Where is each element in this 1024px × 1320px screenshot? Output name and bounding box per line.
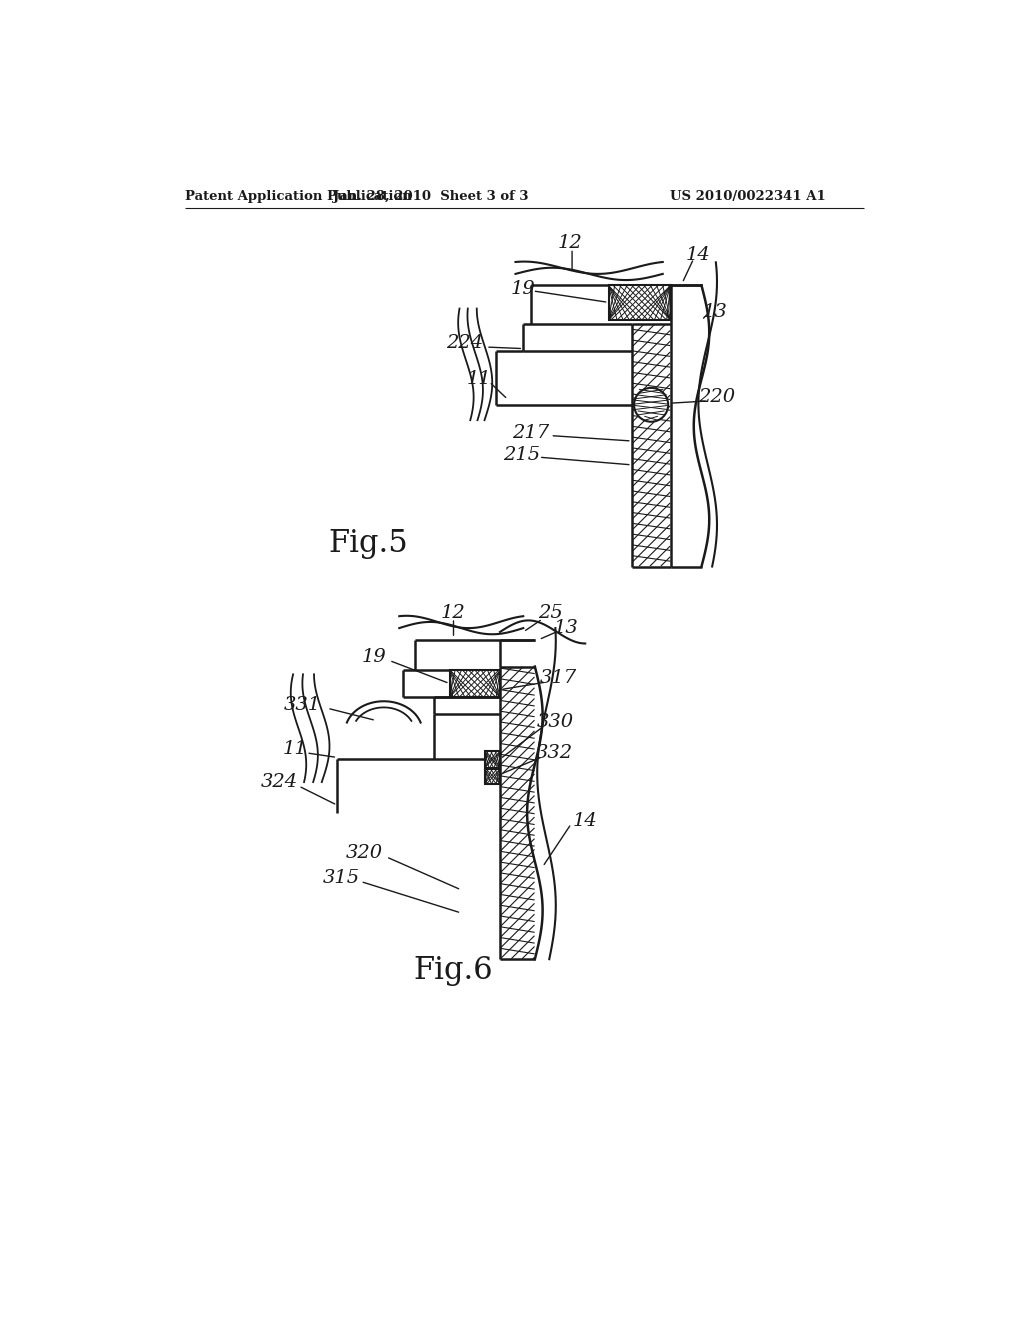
Ellipse shape bbox=[634, 388, 669, 422]
Text: 317: 317 bbox=[540, 669, 577, 688]
Bar bbox=[608, 285, 671, 321]
Text: 19: 19 bbox=[511, 280, 536, 298]
Text: 331: 331 bbox=[284, 696, 321, 714]
Text: 224: 224 bbox=[446, 334, 483, 352]
Text: 217: 217 bbox=[512, 424, 550, 442]
Text: 11: 11 bbox=[283, 741, 307, 758]
Text: Fig.6: Fig.6 bbox=[414, 956, 494, 986]
Text: 220: 220 bbox=[698, 388, 735, 407]
Text: Jan. 28, 2010  Sheet 3 of 3: Jan. 28, 2010 Sheet 3 of 3 bbox=[333, 190, 528, 203]
Text: 332: 332 bbox=[536, 744, 572, 762]
Text: Fig.5: Fig.5 bbox=[329, 528, 409, 558]
Text: 25: 25 bbox=[538, 603, 563, 622]
Bar bbox=[484, 770, 500, 784]
Text: 14: 14 bbox=[685, 246, 710, 264]
Text: 14: 14 bbox=[572, 812, 598, 829]
Text: 13: 13 bbox=[554, 619, 579, 638]
Text: 215: 215 bbox=[503, 446, 541, 463]
Text: 19: 19 bbox=[361, 648, 386, 667]
Text: 330: 330 bbox=[538, 713, 574, 731]
Text: US 2010/0022341 A1: US 2010/0022341 A1 bbox=[671, 190, 826, 203]
Text: 12: 12 bbox=[441, 603, 466, 622]
Text: 315: 315 bbox=[323, 870, 359, 887]
Text: 13: 13 bbox=[703, 304, 728, 321]
Bar bbox=[450, 671, 500, 697]
Bar bbox=[484, 751, 500, 768]
Text: 320: 320 bbox=[346, 843, 383, 862]
Text: 12: 12 bbox=[557, 234, 582, 252]
Text: 11: 11 bbox=[467, 371, 492, 388]
Text: Patent Application Publication: Patent Application Publication bbox=[184, 190, 412, 203]
Text: 324: 324 bbox=[260, 774, 298, 791]
